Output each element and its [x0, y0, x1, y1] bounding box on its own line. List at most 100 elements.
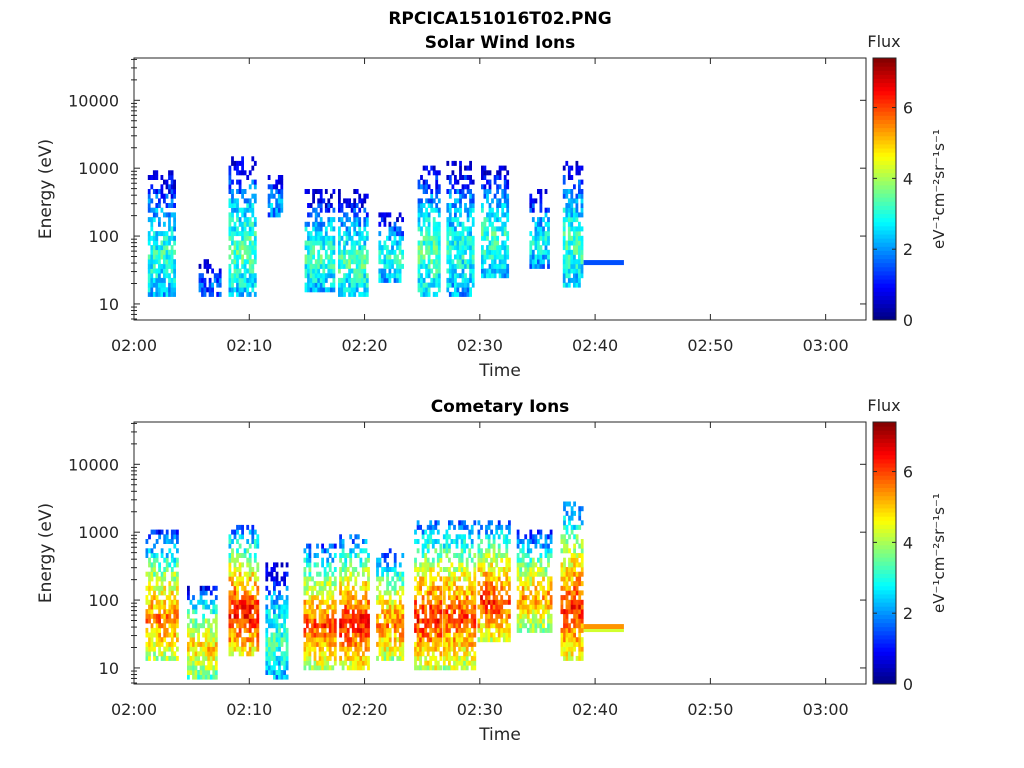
heatmap-cell — [339, 646, 342, 652]
colorbar-step — [873, 450, 896, 456]
panel-title: Solar Wind Ions — [425, 33, 576, 53]
heatmap-cell — [197, 655, 200, 661]
heatmap-cell — [477, 557, 481, 563]
heatmap-cell — [199, 670, 203, 675]
heatmap-cell — [578, 245, 581, 251]
heatmap-cell — [386, 562, 389, 568]
heatmap-cell — [575, 203, 579, 208]
heatmap-cell — [396, 618, 400, 624]
heatmap-cell — [451, 170, 455, 176]
heatmap-cell — [429, 637, 433, 643]
heatmap-cell — [173, 651, 177, 657]
heatmap-cell — [544, 254, 548, 260]
heatmap-cell — [568, 637, 571, 643]
heatmap-cell — [496, 268, 499, 274]
heatmap-cell — [463, 637, 466, 643]
heatmap-cell — [460, 534, 464, 540]
heatmap-cell — [401, 249, 404, 255]
heatmap-cell — [168, 170, 171, 176]
heatmap-cell — [547, 207, 550, 213]
heatmap-cell — [521, 581, 525, 587]
heatmap-cell — [456, 179, 460, 185]
heatmap-cell — [268, 655, 271, 661]
heatmap-cell — [343, 273, 346, 279]
heatmap-cell — [436, 637, 440, 643]
heatmap-cell — [158, 641, 161, 647]
heatmap-cell — [451, 282, 455, 288]
heatmap-cell — [424, 581, 428, 587]
panel-cometary-ions: Cometary Ions 02:00 02:10 02:20 02:30 02:40 0… — [36, 396, 948, 745]
colorbar-step — [873, 168, 896, 174]
heatmap-cell — [580, 520, 584, 526]
heatmap-cell — [578, 506, 582, 512]
heatmap-cell — [176, 571, 179, 577]
heatmap-cell — [445, 637, 449, 643]
heatmap-cell — [303, 618, 307, 624]
heatmap-cell — [565, 524, 569, 530]
heatmap-cell — [490, 604, 493, 610]
heatmap-cell — [246, 245, 250, 251]
heatmap-cell — [393, 259, 397, 265]
heatmap-cell — [241, 189, 244, 194]
heatmap-cell — [209, 627, 213, 633]
heatmap-cell — [531, 240, 535, 246]
heatmap-cell — [327, 263, 331, 269]
heatmap-cell — [158, 287, 161, 293]
heatmap-cell — [388, 609, 392, 615]
heatmap-cell — [421, 595, 425, 601]
heatmap-cell — [568, 562, 571, 568]
heatmap-cell — [570, 618, 574, 624]
heatmap-cell — [451, 217, 455, 223]
heatmap-cell — [354, 604, 358, 610]
heatmap-cell — [386, 576, 389, 582]
heatmap-cell — [506, 179, 510, 185]
heatmap-cell — [265, 655, 269, 661]
heatmap-cell — [431, 665, 435, 671]
heatmap-cell — [469, 165, 472, 171]
heatmap-cell — [170, 212, 174, 218]
heatmap-cell — [328, 665, 332, 671]
heatmap-cell — [314, 287, 318, 293]
heatmap-cell — [448, 254, 452, 260]
heatmap-cell — [496, 226, 499, 232]
heatmap-cell — [333, 618, 337, 624]
heatmap-cell — [477, 567, 481, 572]
x-tick-label: 02:30 — [457, 700, 503, 719]
heatmap-cell — [353, 212, 357, 218]
heatmap-cell — [214, 613, 218, 619]
heatmap-cell — [207, 604, 211, 610]
heatmap-cell — [391, 567, 395, 572]
heatmap-cell — [163, 567, 167, 572]
heatmap-cell — [268, 660, 271, 666]
heatmap-cell — [383, 618, 387, 624]
heatmap-cell — [549, 534, 553, 540]
heatmap-cell — [176, 585, 179, 591]
heatmap-cell — [348, 217, 351, 223]
heatmap-cell — [323, 665, 327, 671]
heatmap-cell — [526, 627, 530, 633]
heatmap-cell — [363, 254, 367, 260]
heatmap-cell — [498, 273, 502, 279]
heatmap-cell — [165, 291, 169, 297]
heatmap-cell — [490, 585, 493, 591]
heatmap-cell — [236, 217, 239, 223]
heatmap-cell — [534, 235, 538, 241]
heatmap-cell — [547, 263, 550, 269]
heatmap-cell — [148, 576, 151, 582]
heatmap-cell — [448, 567, 451, 572]
heatmap-cell — [168, 548, 172, 554]
heatmap-cell — [424, 623, 428, 629]
heatmap-cell — [238, 627, 242, 633]
heatmap-cell — [465, 613, 469, 619]
heatmap-cell — [529, 534, 533, 540]
heatmap-cell — [238, 534, 242, 540]
heatmap-cell — [521, 595, 525, 601]
heatmap-cell — [365, 277, 369, 283]
heatmap-cell — [393, 240, 397, 246]
heatmap-cell — [497, 613, 501, 619]
heatmap-cell — [531, 259, 535, 265]
heatmap-cell — [539, 217, 543, 223]
heatmap-cell — [563, 581, 566, 587]
heatmap-cell — [547, 240, 550, 246]
heatmap-cell — [442, 660, 446, 666]
